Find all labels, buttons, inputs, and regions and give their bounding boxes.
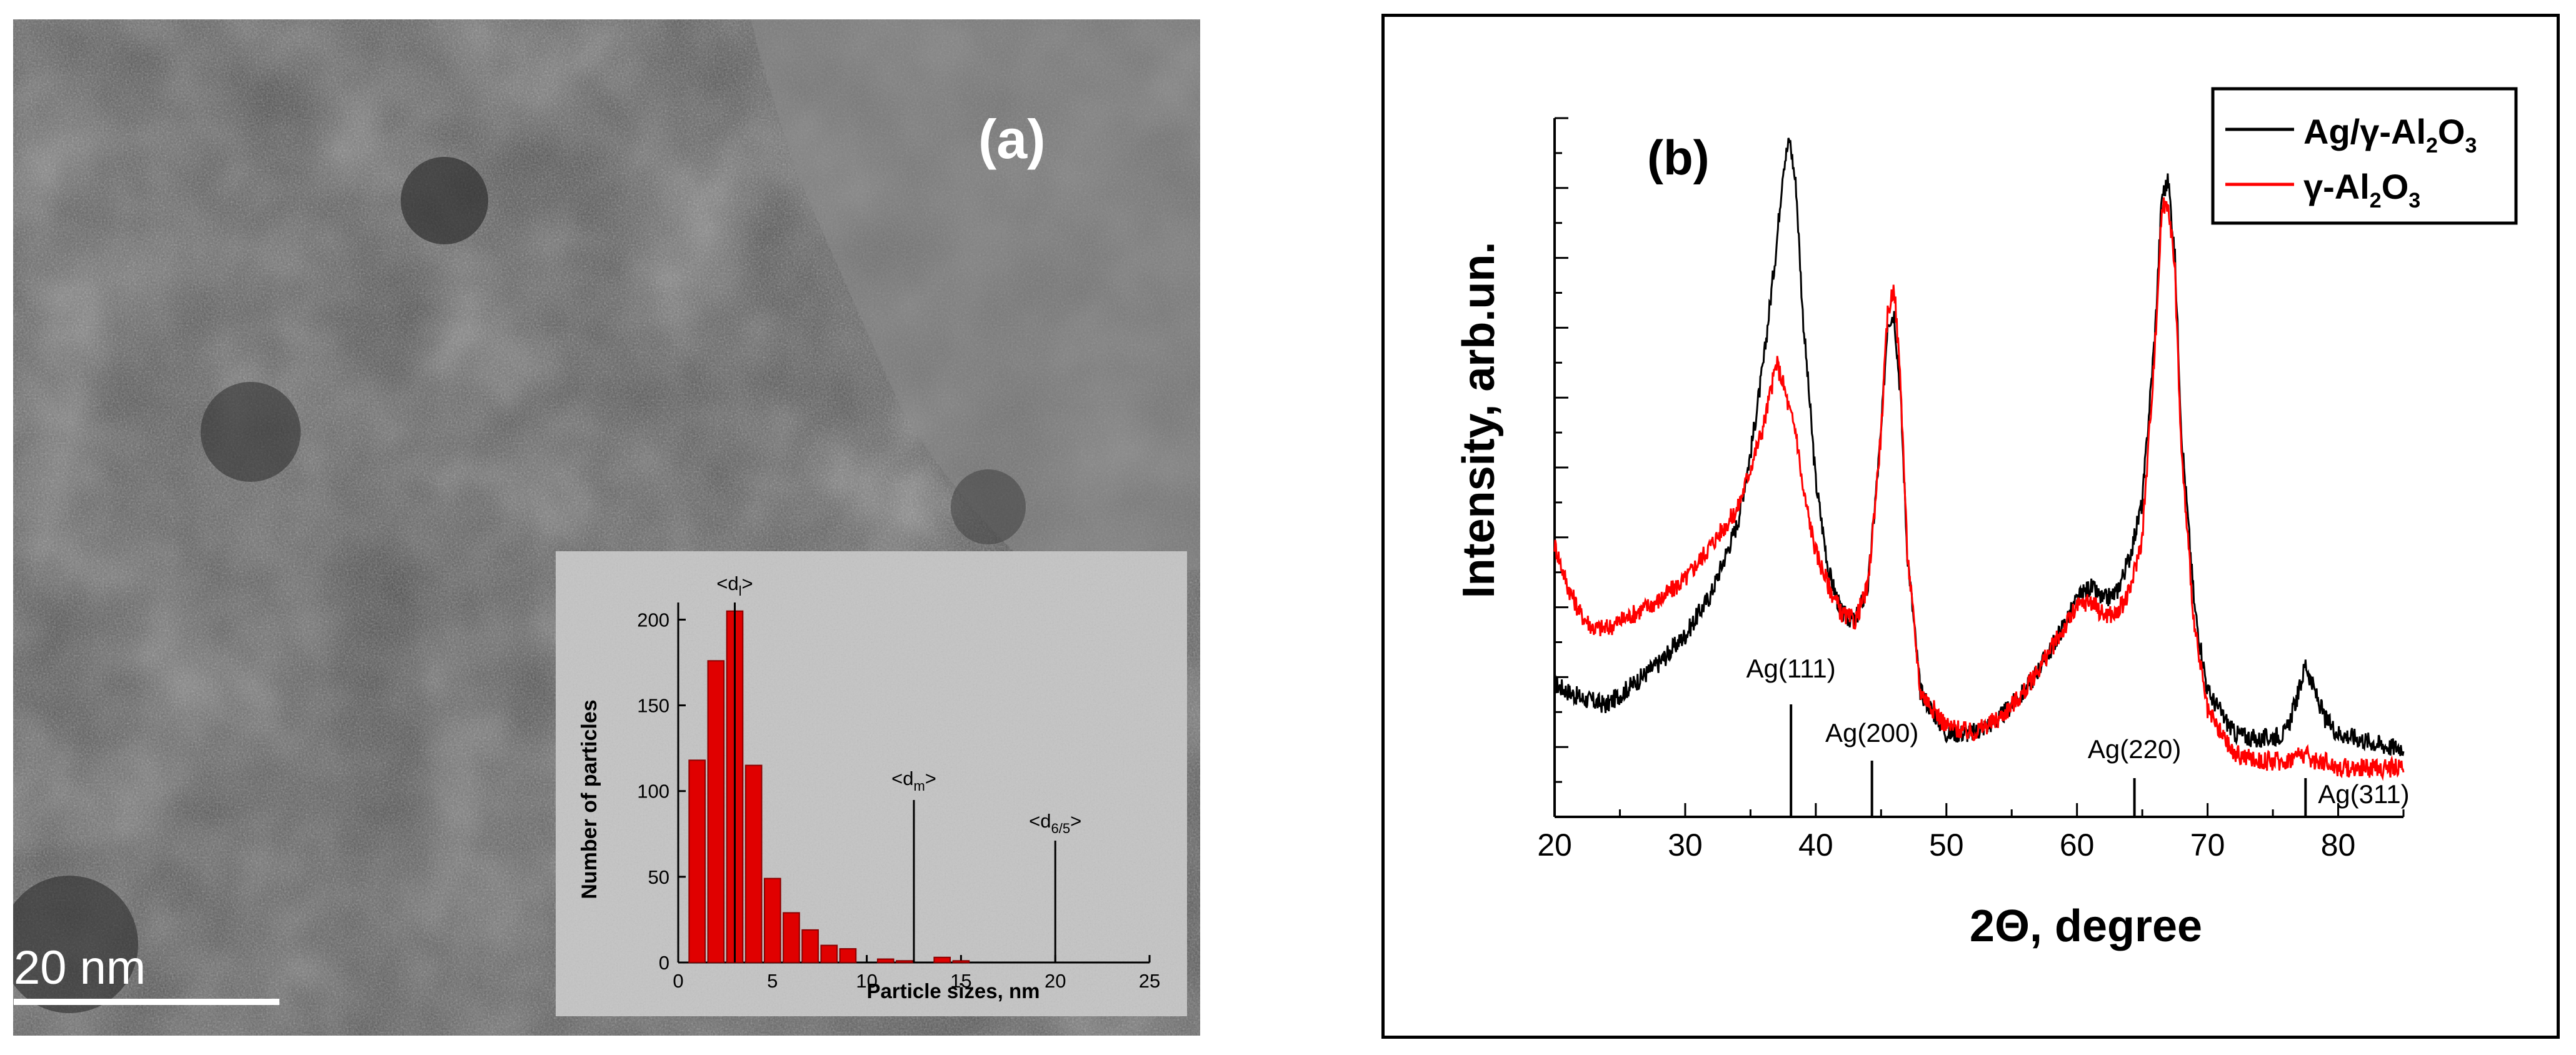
histogram-bar — [688, 759, 706, 963]
xrd-series-line — [1553, 197, 2405, 781]
histogram-x-tick-label: 0 — [673, 970, 683, 992]
histogram-bar — [933, 956, 951, 963]
histogram-y-tick-label: 50 — [648, 866, 669, 888]
panel-b-label: (b) — [1647, 130, 1710, 185]
xrd-reference-label: Ag(220) — [2088, 734, 2181, 764]
xrd-x-tick-label: 60 — [2060, 828, 2095, 862]
xrd-x-tick-label: 30 — [1668, 828, 1703, 862]
histogram-marker-label: <dm> — [891, 768, 936, 794]
xrd-series-line — [1554, 138, 2405, 756]
histogram-y-tick-label: 100 — [637, 781, 669, 802]
histogram-x-tick-label: 25 — [1139, 970, 1160, 992]
xrd-x-tick-label: 20 — [1537, 828, 1572, 862]
legend-label-alumina: γ-Al2O3 — [2303, 167, 2420, 212]
xrd-x-tick-label: 80 — [2321, 828, 2356, 862]
panel-a-label: (a) — [978, 108, 1046, 170]
histogram-x-tick-label: 20 — [1045, 970, 1066, 992]
tem-texture — [13, 19, 1200, 1036]
xrd-panel: 20 30 40 50 60 70 80 Ag(111) Ag(200) Ag(220) Ag(3… — [1381, 14, 2560, 1039]
xrd-x-tick-label: 70 — [2190, 828, 2225, 862]
xrd-x-tick-label: 50 — [1929, 828, 1964, 862]
histogram-x-tick-label: 10 — [856, 970, 877, 992]
legend: Ag/γ-Al2O3 γ-Al2O3 — [2211, 87, 2518, 225]
xrd-x-axis-label: 2Θ, degree — [1970, 901, 2202, 951]
histogram-bar — [707, 660, 725, 963]
histogram-marker-label: <d6/5> — [1029, 810, 1081, 836]
xrd-chart: 20 30 40 50 60 70 80 Ag(111) Ag(200) Ag(220) Ag(3… — [1454, 87, 2518, 951]
histogram-bar — [763, 878, 781, 963]
histogram-bar — [952, 960, 970, 963]
tem-micrograph — [13, 19, 1200, 1036]
xrd-reference-label: Ag(111) — [1747, 654, 1836, 683]
histogram-inset: 0 50 100 150 200 0 5 10 15 20 25 <dl> <dm> <d6/5> Nu… — [556, 551, 1187, 1016]
legend-label-ag: Ag/γ-Al2O3 — [2303, 112, 2477, 158]
xrd-reference-label: Ag(200) — [1825, 718, 1918, 748]
histogram-x-tick-label: 5 — [767, 970, 778, 992]
xrd-x-tick-label: 40 — [1798, 828, 1833, 862]
histogram-y-tick-label: 150 — [637, 695, 669, 717]
histogram-y-tick-label: 0 — [659, 952, 669, 974]
histogram-bar — [801, 929, 819, 964]
xrd-y-axis-label: Intensity, arb.un. — [1454, 242, 1504, 599]
histogram-x-axis-label: Particle sizes, nm — [867, 979, 1040, 1002]
scale-bar — [14, 999, 279, 1005]
histogram-x-tick-label: 15 — [950, 970, 971, 992]
histogram-marker-label: <dl> — [716, 572, 753, 599]
histogram-y-tick-label: 200 — [637, 609, 669, 631]
scale-bar-label: 20 nm — [14, 941, 146, 994]
xrd-reference-label: Ag(311) — [2318, 779, 2409, 809]
histogram-bar — [744, 764, 763, 963]
histogram-bar — [783, 912, 800, 964]
histogram-bar — [839, 948, 857, 963]
histogram-y-axis-label: Number of particles — [578, 699, 601, 899]
histogram-bar — [896, 960, 913, 963]
histogram-bar — [876, 958, 895, 963]
histogram-bar — [820, 944, 838, 963]
